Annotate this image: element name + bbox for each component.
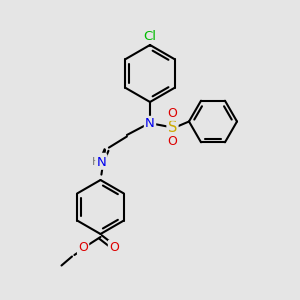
Text: O: O <box>168 135 177 148</box>
Text: O: O <box>96 154 105 167</box>
Text: O: O <box>78 241 88 254</box>
Text: N: N <box>97 155 106 169</box>
Text: O: O <box>109 241 119 254</box>
Text: S: S <box>168 120 177 135</box>
Text: O: O <box>168 106 177 120</box>
Text: H: H <box>92 157 100 167</box>
Text: N: N <box>145 117 155 130</box>
Text: Cl: Cl <box>143 30 157 43</box>
